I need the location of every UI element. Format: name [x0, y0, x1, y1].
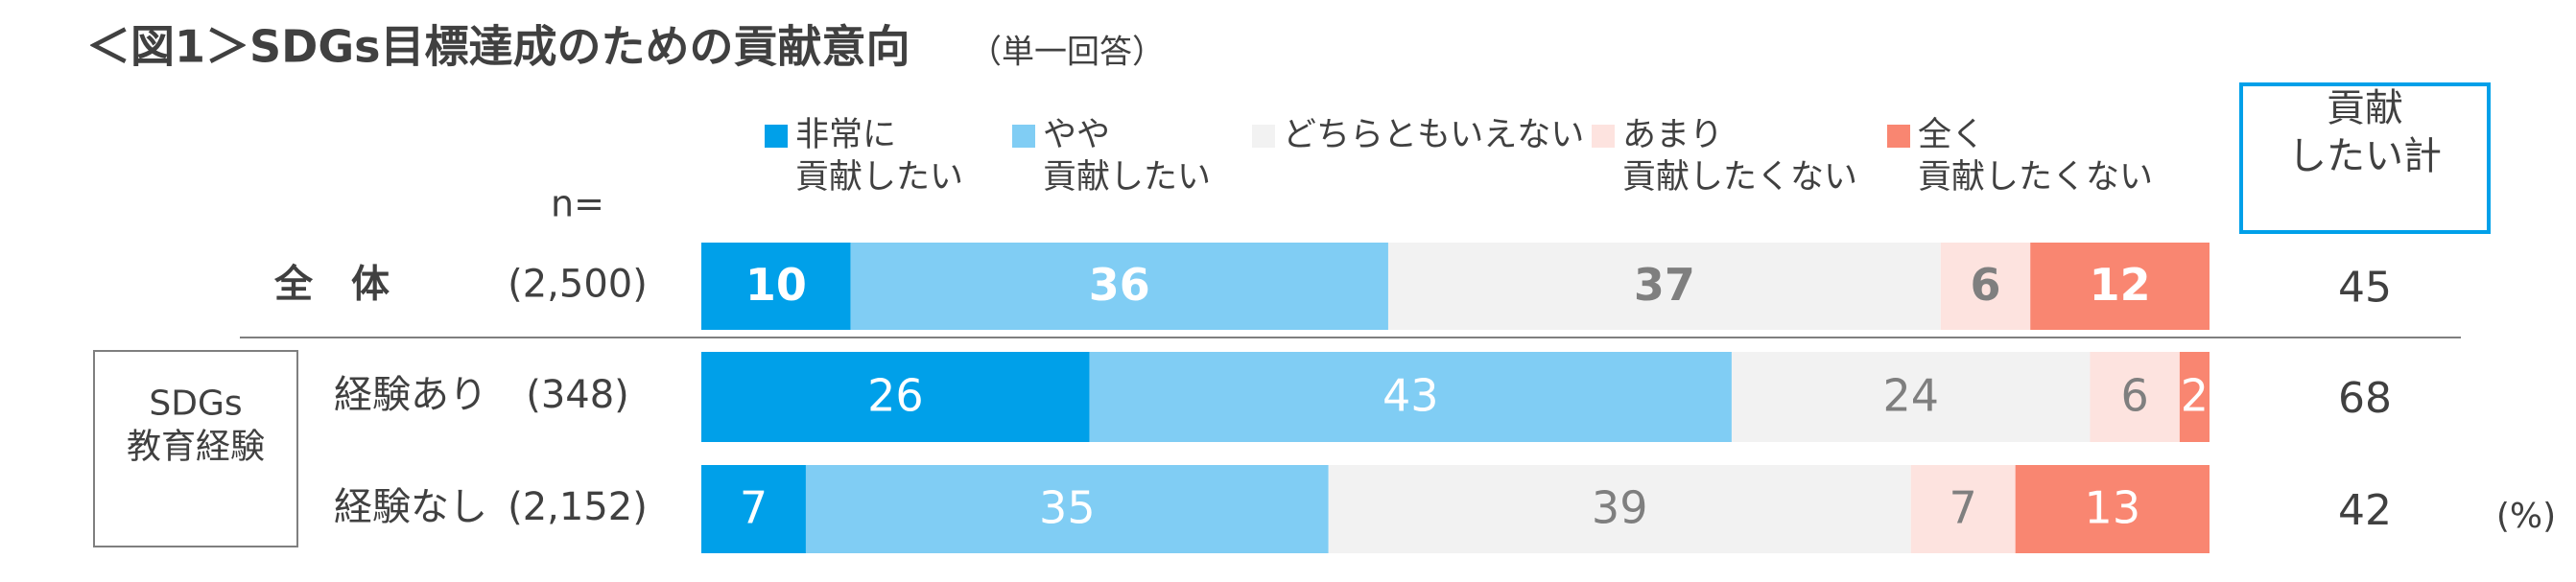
value-label: 6	[1971, 259, 2001, 311]
bar-segment	[2179, 352, 2210, 442]
n-label: (348)	[526, 373, 629, 417]
value-label: 12	[2090, 259, 2151, 311]
category-label: 経験あり	[334, 373, 487, 417]
bar-segment	[805, 465, 1329, 553]
total-value: 42	[2338, 486, 2392, 535]
total-value: 45	[2338, 264, 2392, 313]
value-label: 24	[1882, 370, 1939, 422]
n-label: (2,152)	[508, 485, 648, 529]
bar-segment	[701, 465, 806, 553]
legend-label: あまり貢献したくない	[1622, 116, 1857, 197]
legend-label: どちらともいえない	[1283, 116, 1584, 154]
value-label: 7	[740, 482, 768, 534]
value-label: 37	[1634, 259, 1695, 311]
value-label: 39	[1592, 482, 1648, 534]
legend-label: 全く貢献したくない	[1918, 116, 2153, 197]
bar-segment	[850, 243, 1388, 330]
bar-segment	[701, 243, 851, 330]
bar-segment	[2015, 465, 2210, 553]
value-label: 43	[1383, 370, 1439, 422]
n-header: n=	[551, 183, 604, 225]
bar-segment	[1731, 352, 2091, 442]
value-label: 7	[1950, 482, 1977, 534]
category-label: 全 体	[273, 263, 390, 307]
total-value: 68	[2338, 374, 2392, 423]
value-label: 2	[2181, 370, 2209, 422]
group-label: SDGs 教育経験	[127, 384, 265, 467]
category-label: 経験なし	[334, 485, 487, 529]
legend-label: 非常に貢献したい	[795, 116, 963, 197]
bar-segment	[1387, 243, 1941, 330]
legend-swatch	[1887, 125, 1910, 148]
legend-swatch	[1252, 125, 1275, 148]
legend-swatch	[765, 125, 788, 148]
chart-subtitle: （単一回答）	[969, 34, 1165, 72]
value-label: 26	[867, 370, 924, 422]
group-box	[93, 350, 298, 547]
value-label: 10	[745, 259, 807, 311]
legend-swatch	[1012, 125, 1035, 148]
value-label: 35	[1039, 482, 1096, 534]
n-label: (2,500)	[508, 263, 648, 307]
chart-title: ＜図1＞SDGs目標達成のための貢献意向	[86, 21, 910, 73]
value-label: 13	[2085, 482, 2141, 534]
value-label: 36	[1089, 259, 1150, 311]
bar-segment	[701, 352, 1090, 442]
bar-segment	[1328, 465, 1911, 553]
total-header-box	[2239, 82, 2491, 234]
bar-segment	[1089, 352, 1732, 442]
value-label: 6	[2121, 370, 2149, 422]
total-header: 貢献したい計	[2288, 86, 2442, 178]
legend-label: やや貢献したい	[1043, 116, 1211, 197]
bar-segment	[2090, 352, 2180, 442]
bar-segment	[1910, 465, 2016, 553]
bar-segment	[1940, 243, 2031, 330]
unit-label: (%)	[2496, 497, 2556, 536]
bar-segment	[2030, 243, 2210, 330]
legend-swatch	[1592, 125, 1615, 148]
